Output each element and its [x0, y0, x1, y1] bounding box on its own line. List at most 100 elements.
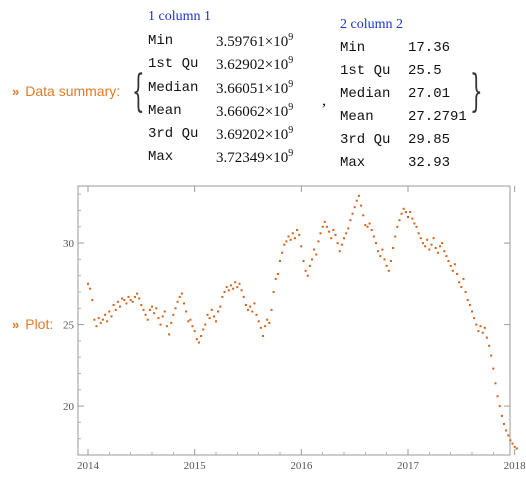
data-point: [441, 242, 444, 245]
data-point: [311, 258, 313, 261]
data-point: [236, 286, 239, 289]
data-point: [259, 326, 262, 329]
data-point: [394, 235, 397, 238]
data-point: [473, 317, 476, 320]
data-point: [144, 313, 147, 316]
data-point: [291, 232, 294, 235]
data-point: [349, 219, 352, 222]
data-point: [419, 237, 422, 240]
data-point: [168, 333, 171, 336]
data-point: [488, 344, 491, 347]
data-point: [129, 299, 132, 302]
data-point: [116, 300, 119, 303]
data-point: [343, 237, 345, 240]
column-1-row: Min 3.59761×109: [148, 32, 293, 50]
data-point: [439, 245, 441, 248]
data-point: [370, 229, 373, 231]
data-point: [379, 255, 382, 258]
data-point: [240, 289, 243, 292]
stat-value: 29.85: [408, 132, 451, 148]
data-point: [106, 320, 109, 323]
column-2-row: 1st Qu 25.5: [340, 63, 442, 79]
data-point: [202, 328, 205, 331]
data-point: [340, 243, 343, 246]
x-tick-label: 2015: [184, 460, 207, 472]
base: 10: [273, 127, 289, 143]
column-2-row: 3rd Qu 29.85: [340, 132, 450, 148]
data-point: [328, 230, 331, 233]
data-point: [157, 317, 160, 320]
column-1-row: Mean 3.66062×109: [148, 102, 293, 120]
data-point: [110, 315, 113, 318]
data-point: [302, 260, 305, 262]
column-1-row: 1st Qu 3.62902×109: [148, 55, 293, 73]
data-point: [127, 295, 130, 298]
data-point: [183, 302, 185, 305]
data-point: [364, 224, 367, 227]
data-point: [449, 264, 452, 267]
data-point: [193, 330, 196, 333]
data-point: [426, 238, 429, 241]
data-point: [357, 194, 360, 197]
stat-label: Min: [340, 40, 366, 56]
times-sign: ×: [264, 150, 274, 166]
data-point: [389, 260, 392, 262]
right-brace: }: [470, 66, 483, 117]
data-point: [101, 318, 104, 321]
base: 10: [273, 104, 289, 120]
exponent: 9: [288, 79, 294, 90]
data-point: [108, 310, 111, 313]
data-point: [140, 304, 143, 306]
data-point: [93, 318, 96, 321]
data-point: [268, 321, 271, 324]
data-point: [360, 204, 363, 207]
data-point: [215, 320, 217, 323]
data-point: [421, 242, 424, 245]
times-sign: ×: [264, 34, 274, 50]
data-point: [206, 313, 209, 316]
data-point: [375, 242, 377, 245]
data-point: [155, 307, 158, 310]
data-point: [385, 264, 388, 267]
data-point: [289, 238, 292, 241]
data-point: [112, 304, 115, 306]
data-point: [362, 214, 365, 217]
y-tick-label: 20: [63, 401, 75, 413]
data-point: [133, 295, 136, 298]
data-point: [142, 308, 145, 311]
data-point: [317, 240, 320, 243]
data-point: [200, 335, 203, 337]
data-point: [475, 323, 478, 326]
y-tick-label: 25: [63, 320, 75, 332]
data-point: [321, 225, 324, 228]
left-brace: {: [132, 66, 145, 117]
data-point: [153, 312, 156, 315]
data-point: [238, 282, 241, 285]
stat-value: 32.93: [408, 155, 451, 171]
data-point: [148, 308, 151, 311]
data-point: [244, 304, 247, 306]
data-point: [274, 277, 277, 280]
data-point: [485, 336, 488, 339]
exponent: 9: [288, 125, 294, 136]
stat-label: Median: [148, 80, 199, 96]
data-point: [445, 255, 448, 258]
data-point: [281, 251, 284, 254]
data-point: [400, 212, 403, 215]
data-point: [338, 250, 341, 253]
column-2-row: Min 17.36: [340, 40, 450, 56]
data-point: [217, 310, 220, 313]
data-point: [165, 325, 168, 328]
column-2-row: Mean 27.2791: [340, 109, 467, 125]
times-sign: ×: [264, 81, 274, 97]
data-point: [91, 299, 94, 302]
data-point: [387, 269, 390, 272]
data-point: [161, 315, 164, 318]
times-sign: ×: [264, 104, 274, 120]
data-point: [503, 423, 505, 425]
data-point: [119, 305, 121, 308]
data-point: [492, 367, 495, 370]
data-point: [276, 273, 279, 275]
data-point: [146, 318, 149, 321]
data-point: [270, 308, 273, 311]
